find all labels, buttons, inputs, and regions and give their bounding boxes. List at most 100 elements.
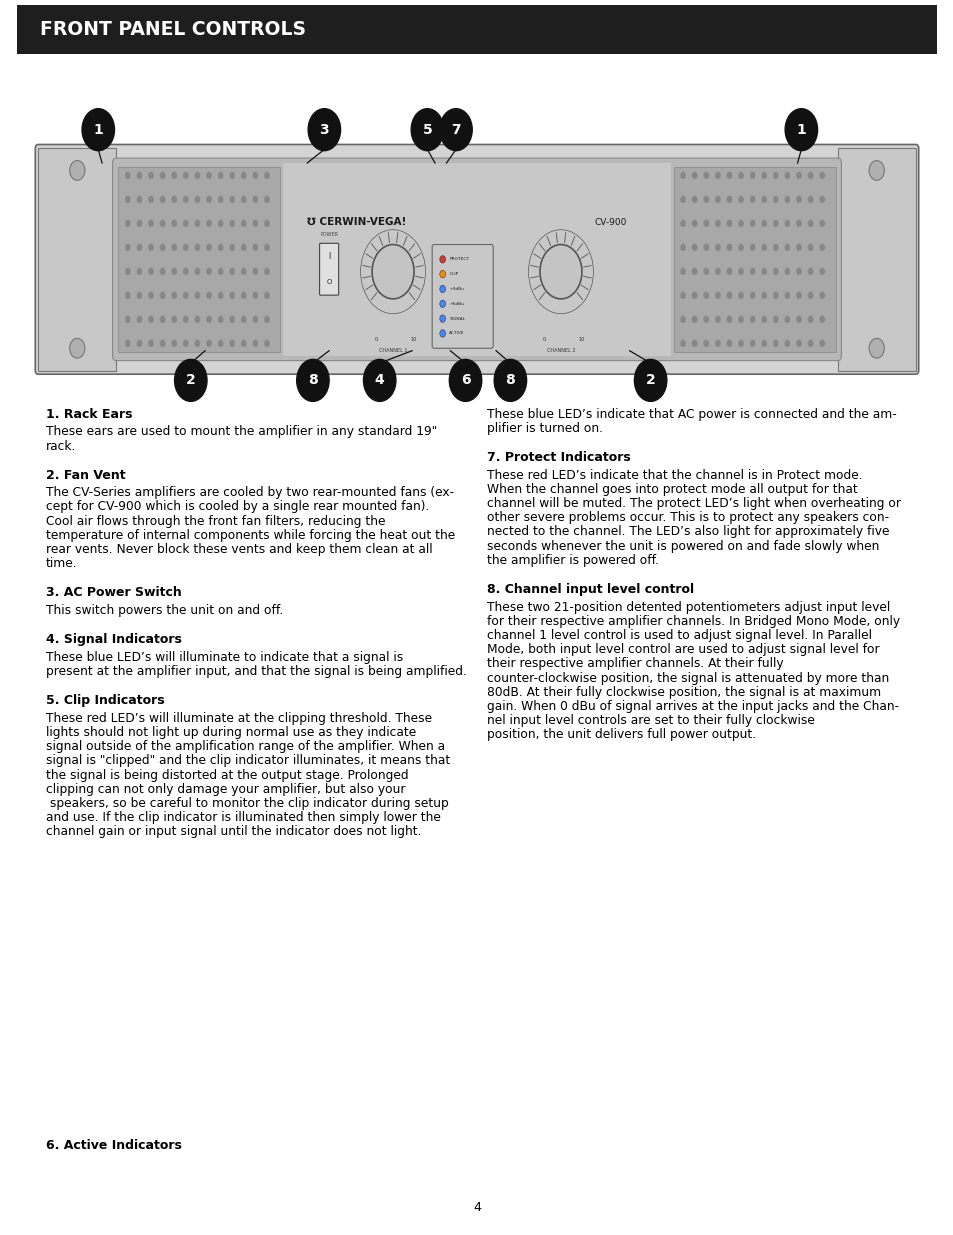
Circle shape: [449, 359, 481, 401]
Text: 2: 2: [186, 373, 195, 388]
Circle shape: [749, 268, 755, 275]
Circle shape: [136, 291, 142, 299]
Text: 8: 8: [505, 373, 515, 388]
Circle shape: [691, 195, 697, 203]
Circle shape: [738, 195, 743, 203]
Text: 5. Clip Indicators: 5. Clip Indicators: [46, 694, 164, 708]
Circle shape: [136, 316, 142, 324]
Circle shape: [726, 243, 732, 251]
Text: These red LED’s will illuminate at the clipping threshold. These: These red LED’s will illuminate at the c…: [46, 711, 432, 725]
Circle shape: [807, 291, 813, 299]
FancyBboxPatch shape: [112, 158, 841, 361]
Circle shape: [217, 172, 223, 179]
Circle shape: [229, 316, 234, 324]
Circle shape: [726, 340, 732, 347]
Text: signal is "clipped" and the clip indicator illuminates, it means that: signal is "clipped" and the clip indicat…: [46, 755, 450, 767]
Circle shape: [136, 268, 142, 275]
Circle shape: [82, 109, 114, 151]
Circle shape: [796, 172, 801, 179]
FancyBboxPatch shape: [35, 144, 918, 374]
Bar: [118, 167, 280, 352]
Circle shape: [784, 109, 817, 151]
Text: other severe problems occur. This is to protect any speakers con-: other severe problems occur. This is to …: [486, 511, 888, 524]
Circle shape: [241, 316, 247, 324]
Circle shape: [772, 243, 778, 251]
Circle shape: [760, 316, 766, 324]
Circle shape: [679, 316, 685, 324]
Circle shape: [217, 243, 223, 251]
Circle shape: [783, 243, 789, 251]
Text: the signal is being distorted at the output stage. Prolonged: the signal is being distorted at the out…: [46, 768, 408, 782]
Circle shape: [702, 268, 708, 275]
Circle shape: [194, 316, 200, 324]
Text: 8: 8: [308, 373, 317, 388]
Circle shape: [264, 291, 270, 299]
Circle shape: [174, 359, 207, 401]
Circle shape: [148, 268, 153, 275]
Circle shape: [783, 195, 789, 203]
Circle shape: [691, 243, 697, 251]
Circle shape: [148, 316, 153, 324]
Circle shape: [206, 291, 212, 299]
Circle shape: [796, 243, 801, 251]
Circle shape: [136, 220, 142, 227]
Circle shape: [691, 172, 697, 179]
Text: I: I: [328, 252, 330, 262]
Text: 4: 4: [375, 373, 384, 388]
Circle shape: [783, 268, 789, 275]
Circle shape: [439, 256, 445, 263]
Circle shape: [679, 195, 685, 203]
Circle shape: [264, 220, 270, 227]
Circle shape: [702, 316, 708, 324]
Circle shape: [253, 220, 258, 227]
Circle shape: [183, 220, 189, 227]
Circle shape: [738, 243, 743, 251]
Text: counter-clockwise position, the signal is attenuated by more than: counter-clockwise position, the signal i…: [486, 672, 888, 684]
Circle shape: [726, 220, 732, 227]
Circle shape: [241, 172, 247, 179]
Text: plifier is turned on.: plifier is turned on.: [486, 422, 602, 435]
Circle shape: [229, 220, 234, 227]
Circle shape: [125, 243, 131, 251]
Circle shape: [183, 195, 189, 203]
Text: These ears are used to mount the amplifier in any standard 19": These ears are used to mount the amplifi…: [46, 425, 436, 438]
Text: nel input level controls are set to their fully clockwise: nel input level controls are set to thei…: [486, 714, 814, 727]
Circle shape: [253, 195, 258, 203]
Text: When the channel goes into protect mode all output for that: When the channel goes into protect mode …: [486, 483, 857, 495]
Circle shape: [691, 340, 697, 347]
Bar: [837, 148, 915, 370]
Circle shape: [136, 172, 142, 179]
Circle shape: [229, 172, 234, 179]
Circle shape: [807, 340, 813, 347]
Text: 4. Signal Indicators: 4. Signal Indicators: [46, 634, 181, 646]
Circle shape: [726, 172, 732, 179]
Circle shape: [148, 172, 153, 179]
Circle shape: [749, 195, 755, 203]
Circle shape: [772, 291, 778, 299]
Circle shape: [241, 340, 247, 347]
Circle shape: [702, 340, 708, 347]
Circle shape: [217, 291, 223, 299]
Circle shape: [308, 109, 340, 151]
Circle shape: [738, 220, 743, 227]
Text: 7. Protect Indicators: 7. Protect Indicators: [486, 451, 630, 464]
Circle shape: [691, 316, 697, 324]
Circle shape: [796, 195, 801, 203]
Circle shape: [868, 338, 883, 358]
Circle shape: [264, 243, 270, 251]
Circle shape: [363, 359, 395, 401]
Circle shape: [148, 220, 153, 227]
Circle shape: [807, 316, 813, 324]
Circle shape: [819, 340, 824, 347]
Circle shape: [796, 340, 801, 347]
Circle shape: [194, 195, 200, 203]
Text: CHANNEL 2: CHANNEL 2: [546, 348, 575, 353]
Circle shape: [726, 195, 732, 203]
Circle shape: [172, 220, 177, 227]
Circle shape: [148, 291, 153, 299]
Circle shape: [125, 340, 131, 347]
Circle shape: [679, 340, 685, 347]
Bar: [673, 167, 835, 352]
Text: These red LED’s indicate that the channel is in Protect mode.: These red LED’s indicate that the channe…: [486, 468, 862, 482]
Circle shape: [702, 220, 708, 227]
